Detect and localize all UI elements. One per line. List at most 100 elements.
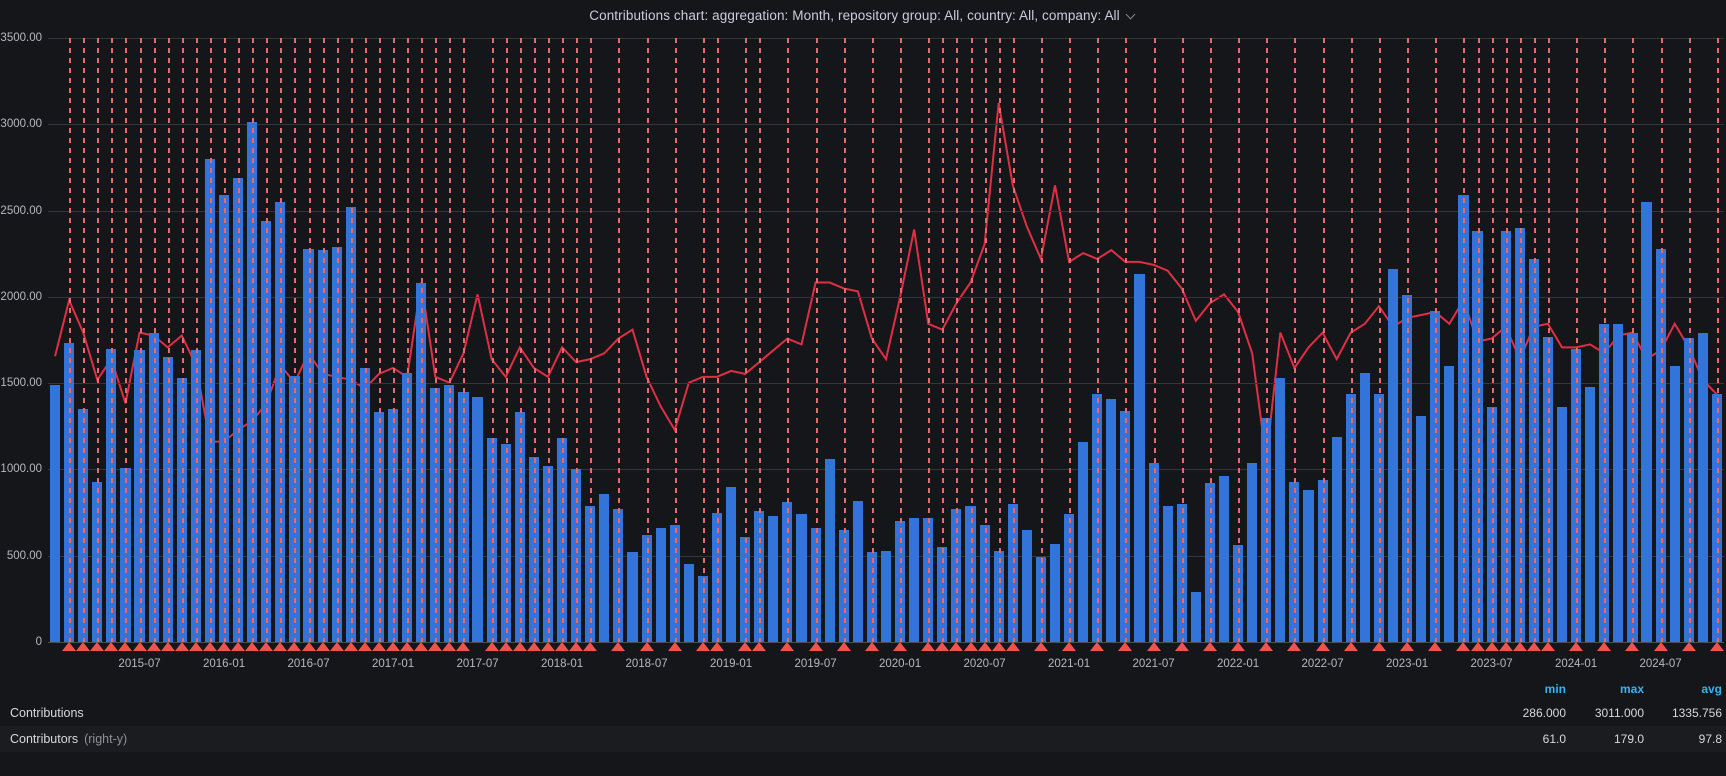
- bar[interactable]: [1500, 231, 1511, 642]
- bar[interactable]: [754, 510, 765, 642]
- bar[interactable]: [683, 564, 694, 642]
- annotation-marker[interactable]: [1498, 642, 1513, 651]
- annotation-marker[interactable]: [273, 642, 288, 651]
- bar[interactable]: [1641, 201, 1652, 642]
- bar[interactable]: [669, 524, 680, 642]
- bar[interactable]: [1472, 231, 1483, 642]
- bar[interactable]: [1049, 543, 1061, 642]
- annotation-marker[interactable]: [287, 642, 302, 651]
- bar[interactable]: [1444, 365, 1455, 642]
- annotation-marker[interactable]: [1033, 642, 1048, 651]
- bar[interactable]: [472, 396, 483, 642]
- bar[interactable]: [1345, 393, 1356, 642]
- bar[interactable]: [1106, 398, 1117, 642]
- annotation-marker[interactable]: [442, 642, 457, 651]
- annotation-marker[interactable]: [808, 642, 823, 651]
- bar[interactable]: [556, 438, 568, 642]
- annotation-marker[interactable]: [1400, 642, 1415, 651]
- annotation-marker[interactable]: [1456, 642, 1471, 651]
- annotation-marker[interactable]: [1709, 642, 1724, 651]
- annotation-marker[interactable]: [583, 642, 598, 651]
- bar[interactable]: [1218, 476, 1230, 642]
- bar[interactable]: [571, 469, 582, 642]
- bar[interactable]: [1627, 333, 1638, 642]
- annotation-marker[interactable]: [555, 642, 570, 651]
- bar[interactable]: [965, 505, 976, 642]
- bar[interactable]: [951, 509, 962, 642]
- bar[interactable]: [1556, 407, 1568, 642]
- annotation-marker[interactable]: [639, 642, 654, 651]
- annotation-marker[interactable]: [231, 642, 246, 651]
- annotation-marker[interactable]: [1343, 642, 1358, 651]
- bar[interactable]: [1303, 490, 1314, 642]
- bar[interactable]: [909, 517, 920, 642]
- bar[interactable]: [204, 158, 216, 642]
- annotation-marker[interactable]: [1512, 642, 1527, 651]
- annotation-marker[interactable]: [1484, 642, 1499, 651]
- bar[interactable]: [303, 248, 314, 642]
- annotation-marker[interactable]: [62, 642, 77, 651]
- bar[interactable]: [993, 550, 1004, 642]
- bar[interactable]: [1190, 591, 1201, 642]
- bar[interactable]: [655, 528, 666, 642]
- bar[interactable]: [782, 502, 793, 642]
- annotation-marker[interactable]: [329, 642, 344, 651]
- legend-row-contributors[interactable]: Contributors (right-y) 61.0 179.0 97.8: [0, 726, 1726, 752]
- annotation-marker[interactable]: [512, 642, 527, 651]
- panel-header[interactable]: Contributions chart: aggregation: Month,…: [0, 0, 1726, 30]
- annotation-marker[interactable]: [160, 642, 175, 651]
- bar[interactable]: [1655, 248, 1666, 642]
- bar[interactable]: [1261, 417, 1272, 642]
- bar[interactable]: [796, 514, 807, 642]
- bar[interactable]: [768, 516, 779, 642]
- annotation-marker[interactable]: [456, 642, 471, 651]
- bar[interactable]: [1317, 479, 1328, 642]
- bar[interactable]: [1458, 195, 1469, 642]
- bar[interactable]: [923, 517, 934, 642]
- bar[interactable]: [1148, 462, 1159, 642]
- annotation-marker[interactable]: [301, 642, 316, 651]
- annotation-marker[interactable]: [132, 642, 147, 651]
- annotation-marker[interactable]: [738, 642, 753, 651]
- bar[interactable]: [1162, 505, 1173, 642]
- bar[interactable]: [1430, 310, 1441, 642]
- annotation-marker[interactable]: [1090, 642, 1105, 651]
- annotation-marker[interactable]: [146, 642, 161, 651]
- annotation-marker[interactable]: [188, 642, 203, 651]
- bar[interactable]: [514, 412, 525, 642]
- bar[interactable]: [1514, 227, 1525, 642]
- bar[interactable]: [92, 481, 103, 642]
- annotation-marker[interactable]: [386, 642, 401, 651]
- bar[interactable]: [1711, 393, 1722, 642]
- bar[interactable]: [1359, 372, 1370, 642]
- annotation-marker[interactable]: [667, 642, 682, 651]
- bar[interactable]: [458, 391, 469, 642]
- annotation-marker[interactable]: [1569, 642, 1584, 651]
- bar[interactable]: [627, 552, 638, 642]
- bar[interactable]: [486, 438, 497, 642]
- annotation-marker[interactable]: [1526, 642, 1541, 651]
- bar[interactable]: [1585, 386, 1596, 642]
- bar[interactable]: [599, 493, 610, 642]
- annotation-marker[interactable]: [963, 642, 978, 651]
- bar[interactable]: [331, 246, 342, 642]
- annotation-marker[interactable]: [104, 642, 119, 651]
- bar[interactable]: [444, 384, 455, 642]
- bar[interactable]: [49, 384, 61, 642]
- annotation-marker[interactable]: [1259, 642, 1274, 651]
- annotation-marker[interactable]: [202, 642, 217, 651]
- plot-region[interactable]: [48, 30, 1726, 678]
- annotation-marker[interactable]: [414, 642, 429, 651]
- bar[interactable]: [176, 377, 187, 642]
- annotation-marker[interactable]: [1625, 642, 1640, 651]
- annotation-marker[interactable]: [1470, 642, 1485, 651]
- bar[interactable]: [1402, 295, 1413, 642]
- bar[interactable]: [937, 547, 948, 642]
- annotation-marker[interactable]: [569, 642, 584, 651]
- bar[interactable]: [711, 512, 723, 642]
- annotation-marker[interactable]: [1005, 642, 1020, 651]
- bar[interactable]: [852, 500, 863, 642]
- bar[interactable]: [542, 465, 554, 642]
- bar[interactable]: [1669, 365, 1680, 642]
- annotation-marker[interactable]: [1202, 642, 1217, 651]
